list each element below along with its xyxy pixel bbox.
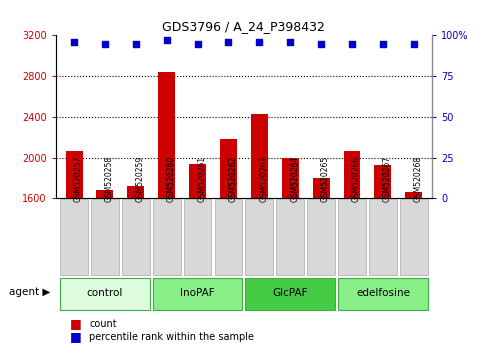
Text: GSM520265: GSM520265 — [321, 156, 330, 202]
Text: GSM520258: GSM520258 — [105, 156, 114, 202]
Bar — [122, 199, 150, 275]
Bar — [66, 152, 83, 198]
Text: GSM520259: GSM520259 — [136, 156, 145, 202]
Bar — [153, 278, 242, 310]
Bar — [60, 199, 88, 275]
Bar — [189, 164, 206, 198]
Bar — [245, 199, 273, 275]
Bar — [214, 199, 242, 275]
Text: count: count — [89, 319, 117, 329]
Text: GlcPAF: GlcPAF — [272, 288, 308, 298]
Point — [132, 41, 140, 46]
Title: GDS3796 / A_24_P398432: GDS3796 / A_24_P398432 — [162, 20, 326, 33]
Text: ■: ■ — [70, 331, 82, 343]
Text: GSM520264: GSM520264 — [290, 156, 299, 202]
Point — [410, 41, 418, 46]
Bar — [313, 178, 329, 198]
Text: InoPAF: InoPAF — [180, 288, 215, 298]
Point — [225, 39, 232, 45]
Bar — [158, 72, 175, 198]
Bar — [153, 199, 181, 275]
Bar — [369, 199, 397, 275]
Bar — [251, 114, 268, 198]
Text: GSM520261: GSM520261 — [198, 156, 207, 202]
Text: agent ▶: agent ▶ — [9, 287, 51, 297]
Text: edelfosine: edelfosine — [356, 288, 410, 298]
Text: GSM520267: GSM520267 — [383, 156, 392, 202]
Text: percentile rank within the sample: percentile rank within the sample — [89, 332, 255, 342]
Point — [70, 39, 78, 45]
Bar — [374, 165, 391, 198]
Point — [348, 41, 356, 46]
Bar — [338, 278, 427, 310]
Bar — [184, 199, 212, 275]
Text: GSM520266: GSM520266 — [352, 156, 361, 202]
Bar — [276, 199, 304, 275]
Bar — [128, 186, 144, 198]
Point — [194, 41, 201, 46]
Point — [256, 39, 263, 45]
Bar — [60, 278, 150, 310]
Text: GSM520257: GSM520257 — [74, 156, 83, 202]
Text: GSM520268: GSM520268 — [414, 156, 423, 202]
Bar — [400, 199, 427, 275]
Bar — [307, 199, 335, 275]
Bar — [338, 199, 366, 275]
Point — [163, 38, 170, 43]
Text: GSM520260: GSM520260 — [167, 156, 176, 202]
Text: GSM520262: GSM520262 — [228, 156, 238, 202]
Point — [379, 41, 387, 46]
Bar — [91, 199, 119, 275]
Bar — [220, 139, 237, 198]
Text: control: control — [87, 288, 123, 298]
Point — [101, 41, 109, 46]
Bar — [343, 152, 360, 198]
Point — [286, 39, 294, 45]
Text: ■: ■ — [70, 318, 82, 330]
Bar — [282, 158, 298, 198]
Bar — [405, 192, 422, 198]
Point — [317, 41, 325, 46]
Bar — [245, 278, 335, 310]
Text: GSM520263: GSM520263 — [259, 156, 269, 202]
Bar — [97, 190, 114, 198]
